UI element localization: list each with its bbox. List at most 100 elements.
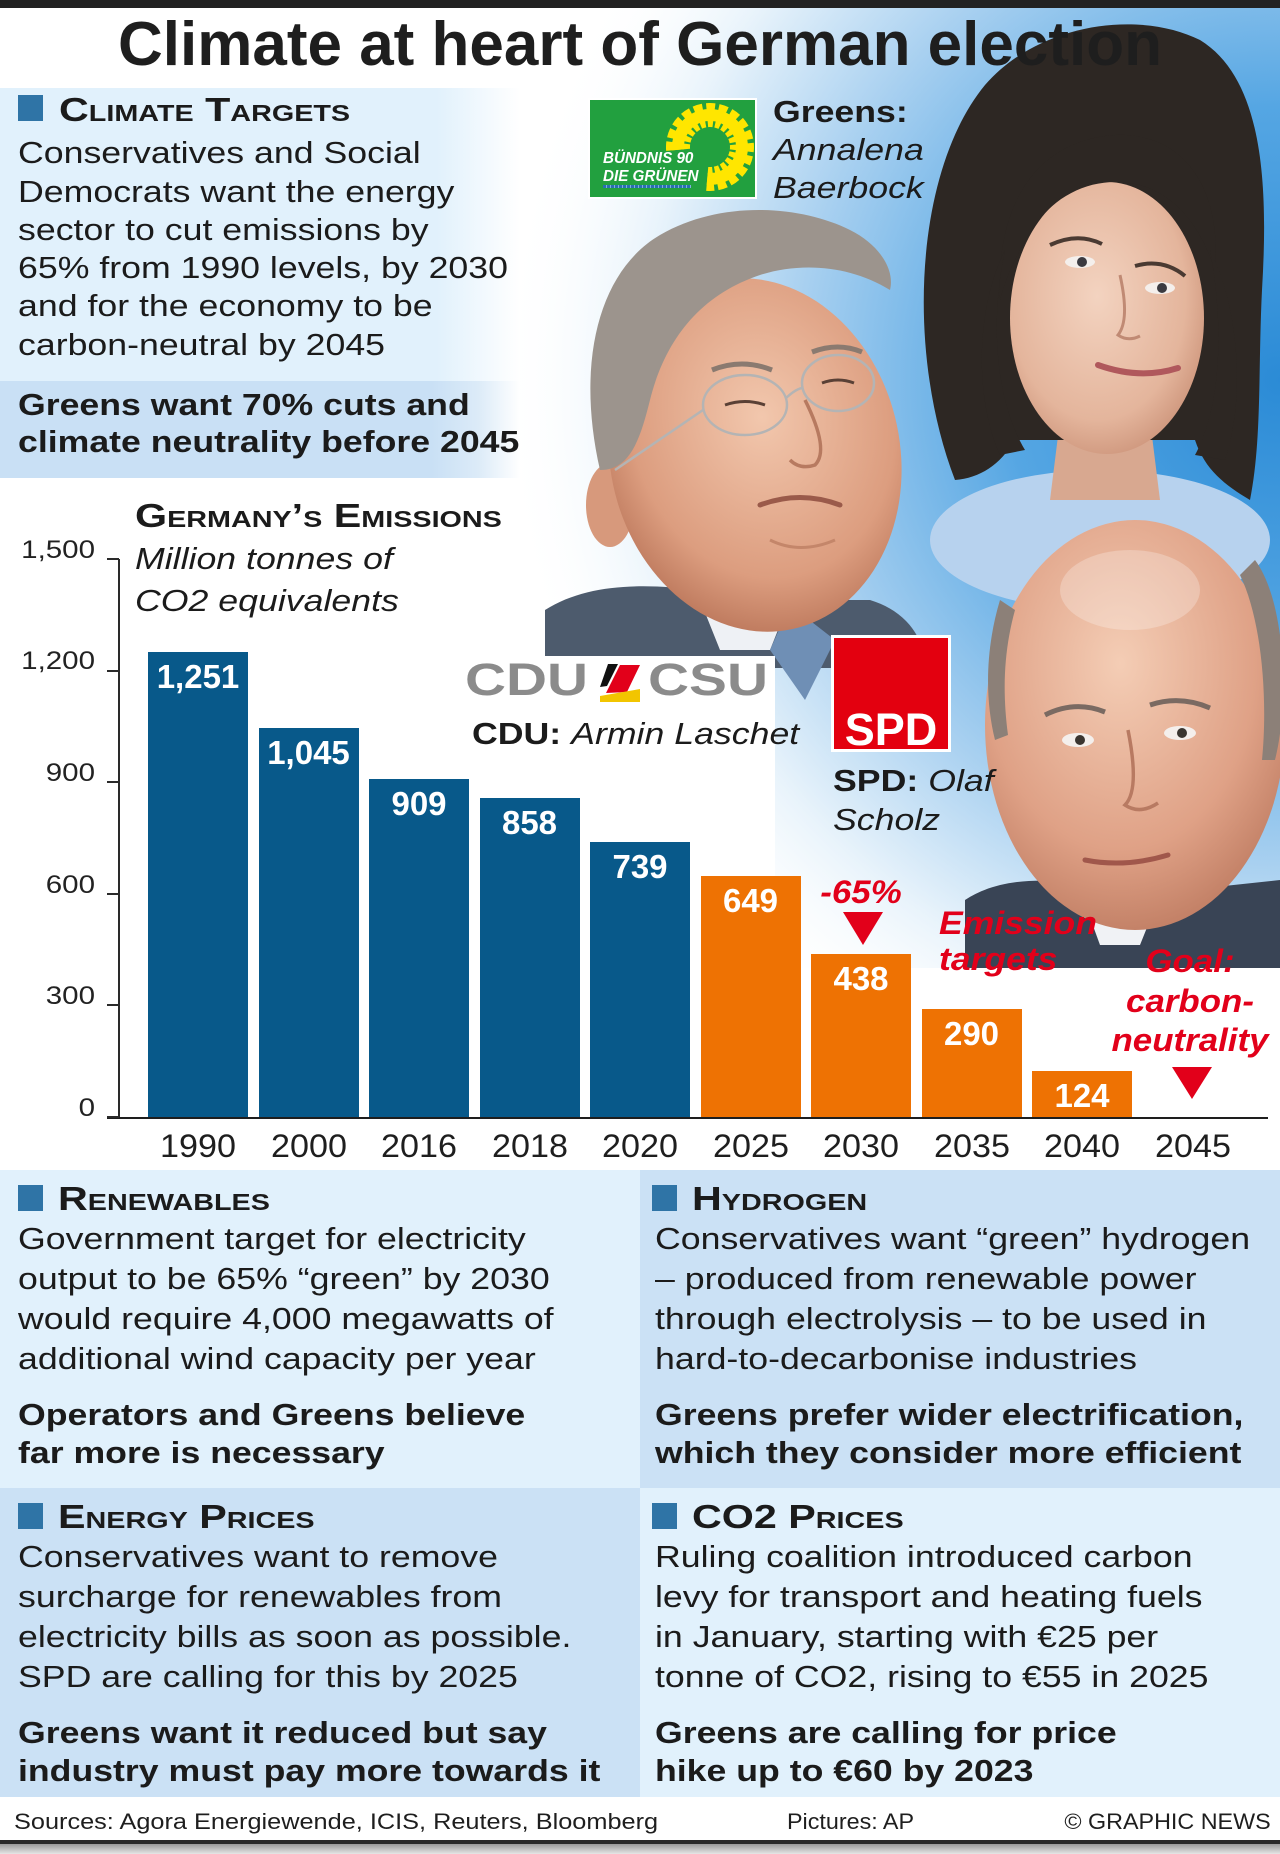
y-tick-mark — [107, 781, 119, 784]
climate-targets-text-line: Conservatives and Social — [18, 136, 421, 171]
footer-copyright: © GRAPHIC NEWS — [1064, 1809, 1271, 1835]
x-tick-label-2000: 2000 — [270, 1127, 347, 1164]
cdu-logo-text: CDU — [465, 656, 588, 705]
cdu-candidate-name: Armin Laschet — [571, 717, 800, 752]
section-co2-prices: CO2 Prices Ruling coalition introduced c… — [640, 1488, 1280, 1797]
spd-party-label: SPD: — [833, 764, 919, 799]
bar-value-label-2035: 290 — [943, 1015, 1000, 1053]
climate-targets-text-line: Democrats want the energy — [18, 174, 455, 209]
flag-swoosh-black — [600, 664, 618, 687]
section-greens-line: Greens want it reduced but say — [18, 1715, 547, 1750]
section-greens-line: far more is necessary — [18, 1435, 385, 1470]
greens-logo-underline — [603, 185, 691, 188]
bottom-rule — [0, 1840, 1280, 1844]
section-text-line: output to be 65% “green” by 2030 — [18, 1262, 550, 1296]
greens-party-logo: BÜNDNIS 90 DIE GRÜNEN — [588, 98, 757, 199]
y-tick-label: 600 — [45, 870, 95, 899]
x-tick-label-2018: 2018 — [491, 1127, 568, 1164]
bar-value-label-2040: 124 — [1054, 1076, 1110, 1114]
greens-candidate-name-line2: Baerbock — [773, 171, 924, 206]
greens-logo-text-line1: BÜNDNIS 90 — [603, 149, 694, 167]
section-text-line: Government target for electricity — [18, 1222, 526, 1256]
section-text-line: additional wind capacity per year — [18, 1341, 536, 1376]
section-text-line: Conservatives want “green” hydrogen — [655, 1222, 1251, 1256]
climate-targets-text-line: 65% from 1990 levels, by 2030 — [18, 251, 508, 286]
greens-candidate-name-line1: Annalena — [773, 133, 924, 168]
y-tick-mark — [107, 1116, 119, 1118]
section-renewables: Renewables Government target for electri… — [0, 1170, 640, 1488]
x-tick-label-2025: 2025 — [712, 1127, 789, 1164]
down-arrow-icon — [843, 912, 883, 945]
annotation-emission-targets-line1: Emission — [939, 904, 1097, 941]
section-text-line: would require 4,000 megawatts of — [18, 1301, 554, 1336]
section-square-icon — [652, 1503, 677, 1529]
y-tick-label: 300 — [45, 982, 95, 1011]
climate-targets-text-line: carbon-neutral by 2045 — [18, 327, 386, 362]
section-text-line: levy for transport and heating fuels — [655, 1580, 1203, 1614]
photo-scholz — [965, 520, 1280, 968]
bar-2035 — [921, 1009, 1022, 1117]
section-text-line: surcharge for renewables from — [18, 1580, 502, 1614]
down-arrow-icon — [1172, 1067, 1212, 1099]
section-text-line: electricity bills as soon as possible. — [18, 1619, 572, 1654]
section-text-line: in January, starting with €25 per — [655, 1619, 1159, 1654]
x-tick-label-2020: 2020 — [602, 1127, 678, 1164]
photo-baerbock — [923, 24, 1270, 610]
bar-value-label-2000: 1,045 — [267, 734, 350, 772]
climate-targets-text-line: sector to cut emissions by — [18, 212, 429, 247]
bar-2000 — [258, 728, 359, 1117]
cdu-candidate-label: CDU: Armin Laschet — [472, 719, 799, 750]
top-rule — [0, 0, 1280, 8]
climate-targets-panel — [0, 88, 520, 381]
section-energy-prices: Energy Prices Conservatives want to remo… — [0, 1488, 640, 1797]
x-tick-label-2045: 2045 — [1154, 1127, 1231, 1164]
x-tick-label-2016: 2016 — [381, 1127, 457, 1164]
section-greens-line: hike up to €60 by 2023 — [655, 1753, 1034, 1788]
section-greens-line: Greens are calling for price — [655, 1715, 1117, 1750]
section-text-line: Conservatives want to remove — [18, 1540, 498, 1574]
y-tick-label: 900 — [45, 759, 95, 787]
section-greens-line: Greens prefer wider electrification, — [655, 1397, 1244, 1432]
bottom-edge — [0, 1844, 1280, 1854]
y-tick-label: 1,500 — [21, 535, 95, 564]
greens-party-label: Greens: — [773, 93, 908, 129]
bar-2030 — [811, 954, 911, 1117]
spd-logo-text: SPD — [844, 704, 938, 755]
annotation-goal-line3: neutrality — [1111, 1021, 1269, 1058]
annotation-minus-65-percent: -65% — [820, 873, 902, 910]
chart-subtitle-line1: Million tonnes of — [135, 542, 393, 576]
section-text-line: tonne of CO2, rising to €55 in 2025 — [655, 1659, 1209, 1694]
y-tick-mark — [107, 669, 119, 672]
y-axis-line — [118, 559, 120, 1119]
climate-targets-heading: Climate Targets — [59, 91, 351, 129]
greens-logo-text-line2: DIE GRÜNEN — [603, 167, 699, 185]
greens-position-line: Greens want 70% cuts and — [18, 386, 470, 422]
x-tick-label-2040: 2040 — [1044, 1127, 1120, 1164]
bar-value-label-1990: 1,251 — [156, 657, 240, 695]
x-tick-label-1990: 1990 — [160, 1127, 236, 1164]
x-tick-label-2030: 2030 — [823, 1127, 899, 1164]
y-tick-label: 0 — [78, 1093, 95, 1122]
y-tick-mark — [107, 892, 119, 895]
spd-candidate-label: SPD: Olaf — [833, 766, 994, 797]
section-text-line: through electrolysis – to be used in — [655, 1301, 1207, 1336]
section-square-icon — [18, 1185, 43, 1211]
section-greens-line: which they consider more efficient — [655, 1435, 1242, 1470]
bar-2016 — [369, 778, 469, 1117]
climate-targets-text-line: and for the economy to be — [18, 289, 433, 324]
section-text-line: SPD are calling for this by 2025 — [18, 1659, 518, 1694]
greens-position-line: climate neutrality before 2045 — [18, 423, 520, 459]
flag-swoosh-gold — [600, 689, 640, 702]
chart-subtitle-line2: CO2 equivalents — [135, 584, 399, 618]
cdu-csu-party-logo: CDU CSU — [455, 656, 775, 712]
y-tick-mark — [107, 558, 119, 560]
section-heading: Hydrogen — [692, 1180, 868, 1217]
section-heading: Renewables — [58, 1180, 270, 1217]
y-tick-label: 1,200 — [21, 647, 95, 676]
footer-picture-credit: Pictures: AP — [787, 1809, 915, 1835]
section-greens-line: industry must pay more towards it — [18, 1753, 601, 1788]
section-greens-line: Operators and Greens believe — [18, 1397, 526, 1432]
section-square-icon — [652, 1185, 677, 1211]
section-text-line: – produced from renewable power — [655, 1262, 1197, 1296]
csu-logo-text: CSU — [648, 656, 768, 705]
